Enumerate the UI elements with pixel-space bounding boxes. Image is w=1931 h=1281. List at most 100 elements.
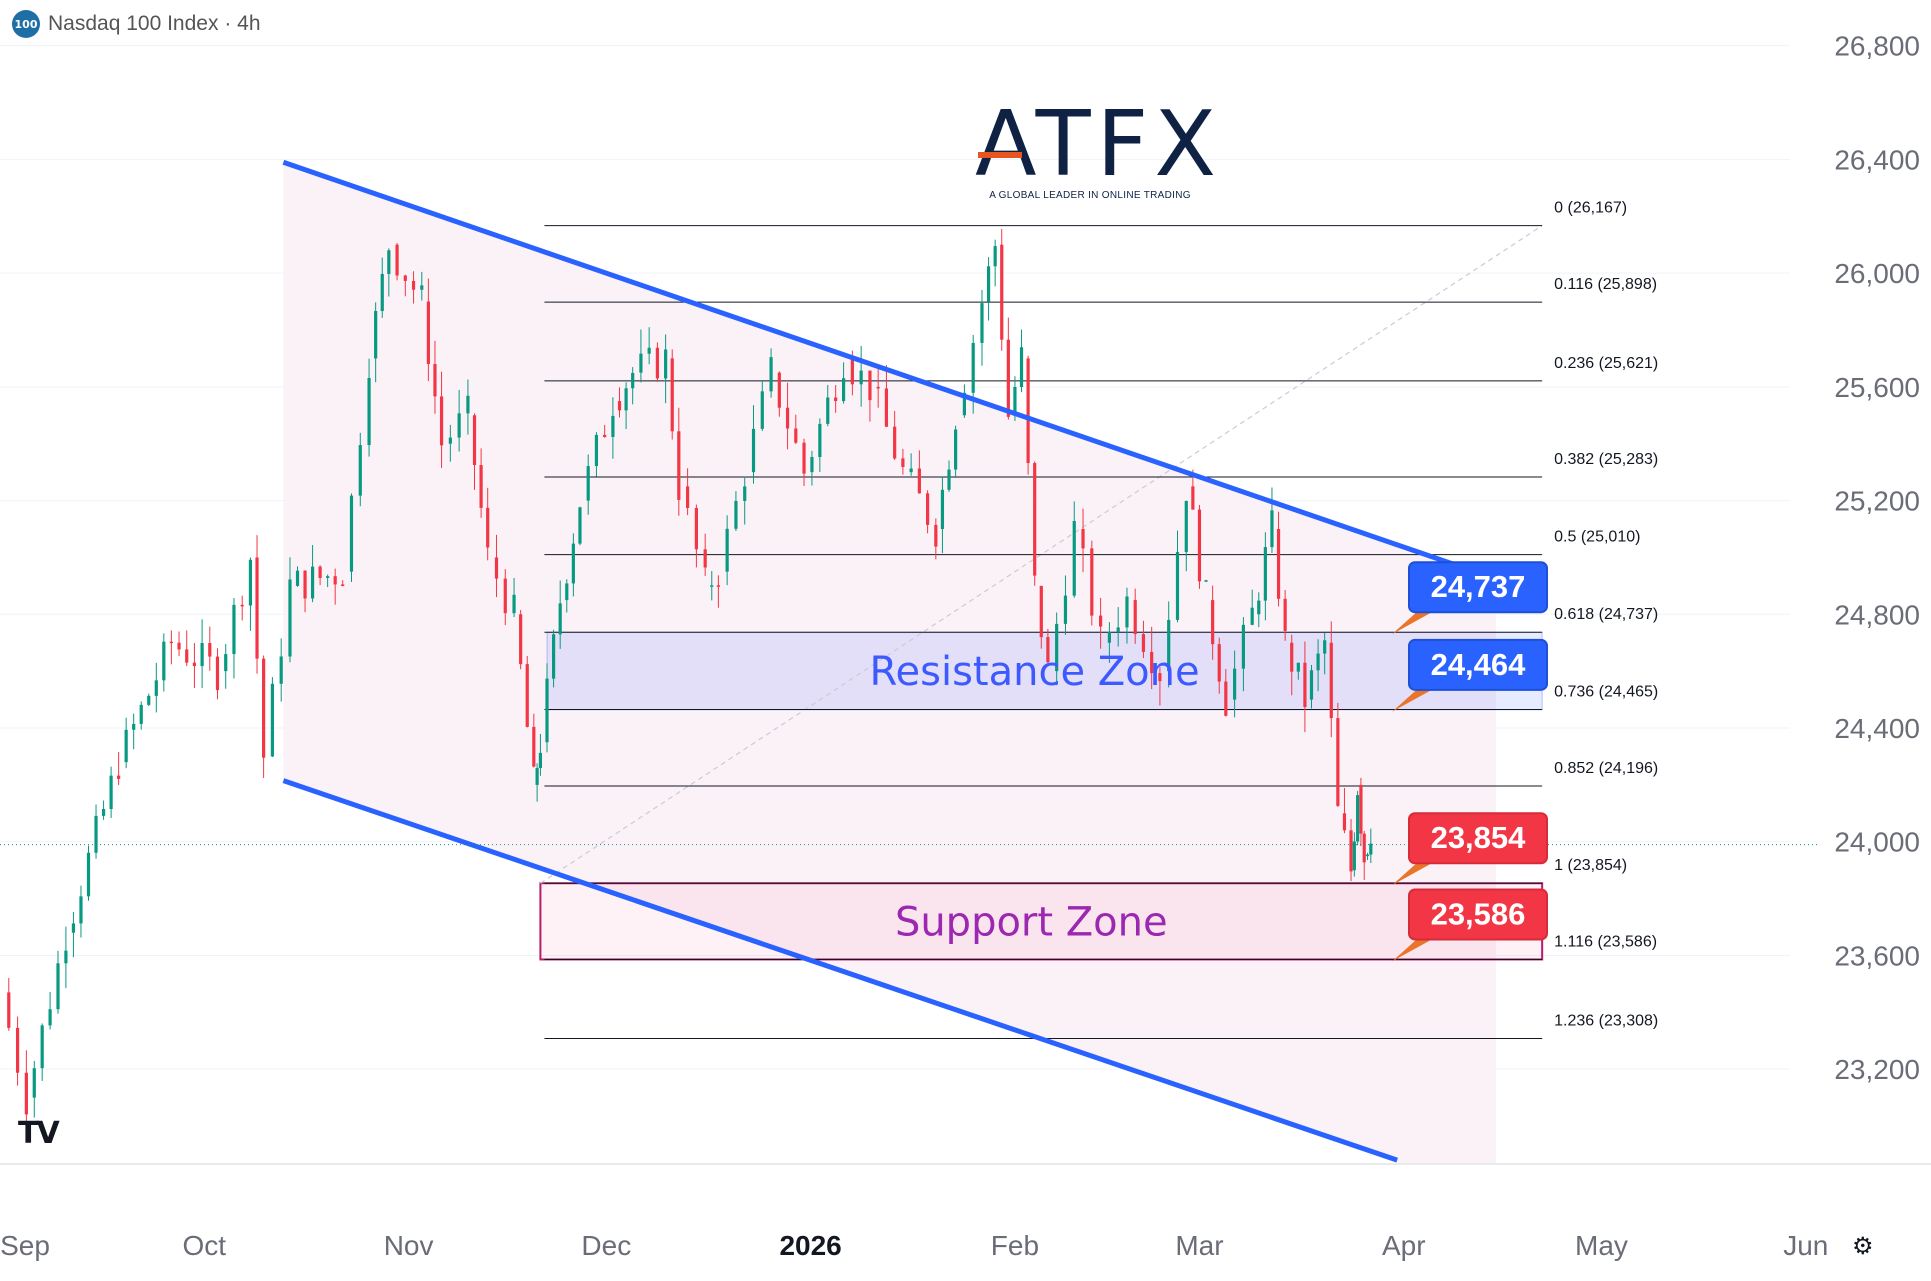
fib-level-label: 0.5 (25,010) [1554, 529, 1640, 546]
candle-body [420, 285, 424, 290]
logo-wordmark-text: ATFX [975, 92, 1222, 197]
candle-body [192, 662, 197, 667]
candle-body [611, 415, 615, 437]
price-axis-label: 24,400 [1834, 713, 1920, 744]
candle-body [1352, 841, 1356, 871]
candle-body [586, 466, 590, 501]
candle-body [439, 396, 444, 446]
candle-body [326, 576, 330, 578]
candle-body [374, 311, 378, 359]
candle-body [1197, 509, 1202, 582]
candle-body [785, 407, 790, 429]
candle-body [802, 442, 806, 474]
callout-box [1408, 812, 1548, 865]
callout-box [1408, 561, 1548, 614]
tradingview-watermark[interactable]: TV [18, 1116, 60, 1151]
candle-body [1175, 552, 1180, 620]
candle-body [1362, 833, 1366, 863]
candle-body [578, 507, 582, 544]
candle-body [503, 578, 507, 614]
channel-lower-line [282, 778, 1398, 1163]
candle-body [395, 244, 399, 276]
candle-body [1303, 662, 1307, 707]
candle-body [971, 342, 975, 393]
candle-body [565, 583, 569, 601]
index-badge: 100 [12, 10, 40, 38]
symbol-header[interactable]: 100 Nasdaq 100 Index · 4h [12, 10, 261, 38]
candle-body [1369, 843, 1373, 855]
candle-body [794, 428, 798, 443]
candle-body [1133, 600, 1137, 635]
candle-body [1150, 651, 1154, 674]
callout-box [1408, 638, 1548, 691]
price-axis-label: 24,000 [1834, 827, 1920, 858]
candle-body [1316, 653, 1320, 671]
candle-body [617, 401, 622, 411]
candle-body [132, 723, 136, 730]
candle-body [224, 654, 228, 672]
candle-body [333, 576, 337, 585]
candle-body [734, 500, 738, 529]
candle-body [525, 664, 529, 727]
logo-tagline: A GLOBAL LEADER IN ONLINE TRADING [989, 190, 1191, 201]
fib-level-label: 0.852 (24,196) [1554, 760, 1658, 777]
candle-body [64, 950, 68, 964]
candle-body [818, 423, 822, 458]
candle-body [433, 364, 437, 397]
candle-body [139, 704, 143, 724]
candle-body [486, 507, 490, 548]
candle-body [1263, 547, 1267, 601]
candle-body [826, 397, 830, 424]
candle-body [512, 594, 516, 614]
callout-pointer [1392, 685, 1439, 712]
candle-body [1055, 623, 1059, 672]
candles [7, 228, 1373, 1130]
price-axis-label: 26,000 [1834, 258, 1920, 289]
candle-body [1039, 585, 1043, 638]
candle-body [535, 767, 539, 785]
candle-body [1116, 627, 1120, 632]
candle-body [403, 275, 407, 281]
candle-body [655, 347, 659, 379]
fib-level-label: 0.236 (25,621) [1554, 355, 1658, 372]
candle-body [349, 495, 354, 572]
fib-level-label: 0 (26,167) [1554, 200, 1627, 217]
candle-body [1141, 634, 1146, 652]
candle-body [670, 358, 674, 432]
candle-body [1233, 668, 1237, 700]
candle-body [893, 426, 897, 459]
candle-body [751, 428, 756, 473]
candle-body [1336, 718, 1340, 806]
symbol-title: Nasdaq 100 Index · 4h [48, 12, 261, 36]
settings-gear-icon[interactable]: ⚙ [1852, 1232, 1874, 1260]
candle-body [571, 543, 575, 584]
candle-body [993, 246, 997, 267]
time-axis-label: May [1575, 1230, 1628, 1261]
candle-body [631, 372, 635, 389]
candle-body [1211, 600, 1215, 645]
candle-body [926, 493, 930, 525]
candle-body [703, 549, 707, 568]
candle-body [358, 445, 362, 496]
candle-body [248, 559, 253, 606]
candle-body [472, 415, 477, 466]
candle-body [639, 353, 643, 373]
candle-body [1296, 662, 1300, 672]
candle-body [154, 680, 158, 696]
candle-body [686, 486, 690, 508]
candle-body [1090, 548, 1094, 616]
candle-body [551, 634, 556, 679]
candle-body [810, 457, 814, 473]
candle-body [884, 388, 889, 427]
candle-body [367, 377, 371, 446]
candle-body [603, 434, 607, 437]
callout-label: 23,854 [1431, 820, 1527, 855]
candle-body [909, 468, 913, 473]
candle-body [532, 726, 536, 767]
candle-body [1019, 347, 1024, 387]
candle-body [109, 775, 113, 809]
candle-body [341, 584, 345, 587]
price-axis-label: 23,200 [1834, 1054, 1920, 1085]
candle-body [185, 649, 189, 663]
